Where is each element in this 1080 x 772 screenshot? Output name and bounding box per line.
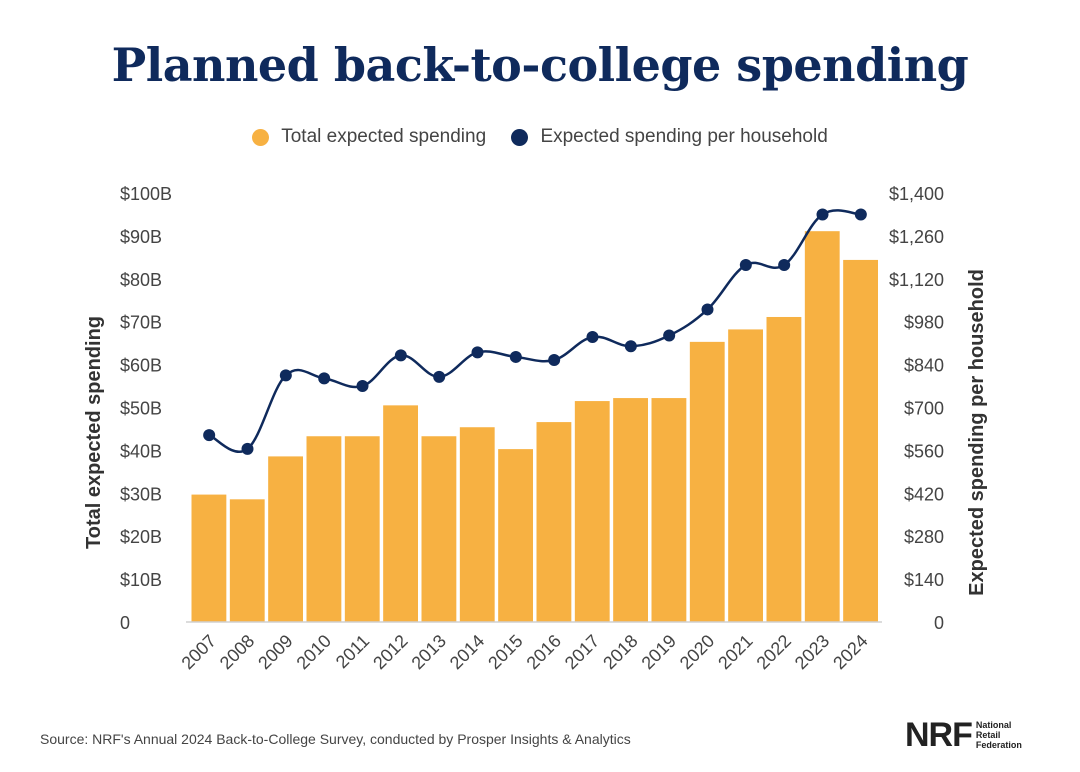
bar-2015 [498,449,533,622]
y-left-tick-label: $90B [120,227,162,247]
x-tick-label: 2013 [408,631,450,673]
household-point-2024 [854,208,867,221]
household-point-2007 [203,429,216,442]
bar-2012 [383,405,418,622]
y-left-tick-label: $40B [120,441,162,461]
household-point-2021 [739,259,752,272]
x-tick-label: 2014 [446,631,488,673]
y-right-tick-label: $560 [904,441,944,461]
household-point-2016 [548,354,561,367]
household-point-2018 [624,340,637,353]
y-left-tick-label: $80B [120,270,162,290]
x-tick-label: 2024 [829,631,871,673]
x-tick-label: 2012 [369,631,411,673]
x-tick-label: 2010 [293,631,335,673]
y-left-tick-label: 0 [120,613,130,633]
x-tick-label: 2008 [216,631,258,673]
y-right-tick-label: $280 [904,527,944,547]
legend-item-household: Expected spending per household [511,126,828,148]
y-right-tick-label: $1,400 [889,184,944,204]
source-note: Source: NRF's Annual 2024 Back-to-Colleg… [40,731,631,747]
x-tick-label: 2007 [178,631,220,673]
y-right-tick-label: 0 [934,613,944,633]
household-point-2009 [279,369,292,382]
legend-swatch-total [252,128,270,146]
x-tick-label: 2011 [332,631,374,673]
y-right-tick-label: $840 [904,356,944,376]
bar-2014 [459,427,495,622]
y-left-tick-label: $20B [120,527,162,547]
chart-title: Planned back-to-college spending [111,38,969,92]
household-point-2014 [471,346,484,359]
household-point-2023 [816,208,829,221]
household-point-2022 [778,259,791,272]
bar-2013 [421,436,457,622]
logo-mark: NRF [905,716,973,754]
bar-2023 [804,231,840,622]
bar-2020 [689,341,725,622]
household-point-2019 [663,329,676,342]
y-right-tick-label: $140 [904,570,944,590]
y-right-tick-label: $1,260 [889,227,944,247]
logo-text: National Retail Federation [975,720,1022,750]
x-tick-label: 2009 [254,631,296,673]
household-point-2013 [433,370,446,383]
household-point-2015 [509,350,522,363]
x-tick-label: 2021 [714,631,756,673]
bar-2011 [344,436,380,622]
x-tick-label: 2023 [791,631,833,673]
bar-2009 [268,456,303,622]
bar-2010 [306,436,342,622]
household-point-2011 [356,380,369,393]
y-right-tick-label: $700 [904,399,944,419]
legend-label-total: Total expected spending [281,126,487,147]
household-point-2017 [586,331,599,344]
y-right-axis-title: Expected spending per household [966,269,988,596]
legend-item-total: Total expected spending [252,126,486,148]
x-tick-label: 2022 [753,631,795,673]
y-left-tick-label: $60B [120,356,162,376]
y-left-tick-label: $30B [120,484,162,504]
nrf-logo: NRF National Retail Federation [905,718,1022,752]
household-point-2008 [241,442,254,455]
y-right-tick-label: $1,120 [889,270,944,290]
x-tick-label: 2015 [484,631,526,673]
y-left-tick-label: $100B [120,184,172,204]
bar-2018 [613,398,648,622]
x-tick-label: 2019 [638,631,680,673]
bar-2008 [229,499,265,622]
bar-2007 [191,494,227,622]
household-point-2020 [701,303,714,316]
household-point-2012 [394,349,407,362]
y-left-tick-label: $50B [120,399,162,419]
x-tick-label: 2016 [523,631,565,673]
y-right-tick-label: $420 [904,484,944,504]
legend-swatch-household [511,128,529,146]
household-point-2010 [318,372,331,385]
x-tick-label: 2018 [599,631,641,673]
x-tick-label: 2020 [676,631,718,673]
bar-2016 [536,422,572,622]
bar-2024 [843,259,878,622]
bar-2021 [728,329,763,622]
y-right-tick-label: $980 [904,313,944,333]
x-tick-label: 2017 [561,631,603,673]
y-left-tick-label: $10B [120,570,162,590]
y-left-tick-label: $70B [120,313,162,333]
y-left-axis-title: Total expected spending [83,316,105,549]
bar-2019 [651,398,687,622]
bar-2022 [766,316,802,622]
bar-2017 [574,401,610,622]
legend: Total expected spending Expected spendin… [0,126,1080,152]
legend-label-household: Expected spending per household [540,126,828,147]
household-line [208,209,861,453]
